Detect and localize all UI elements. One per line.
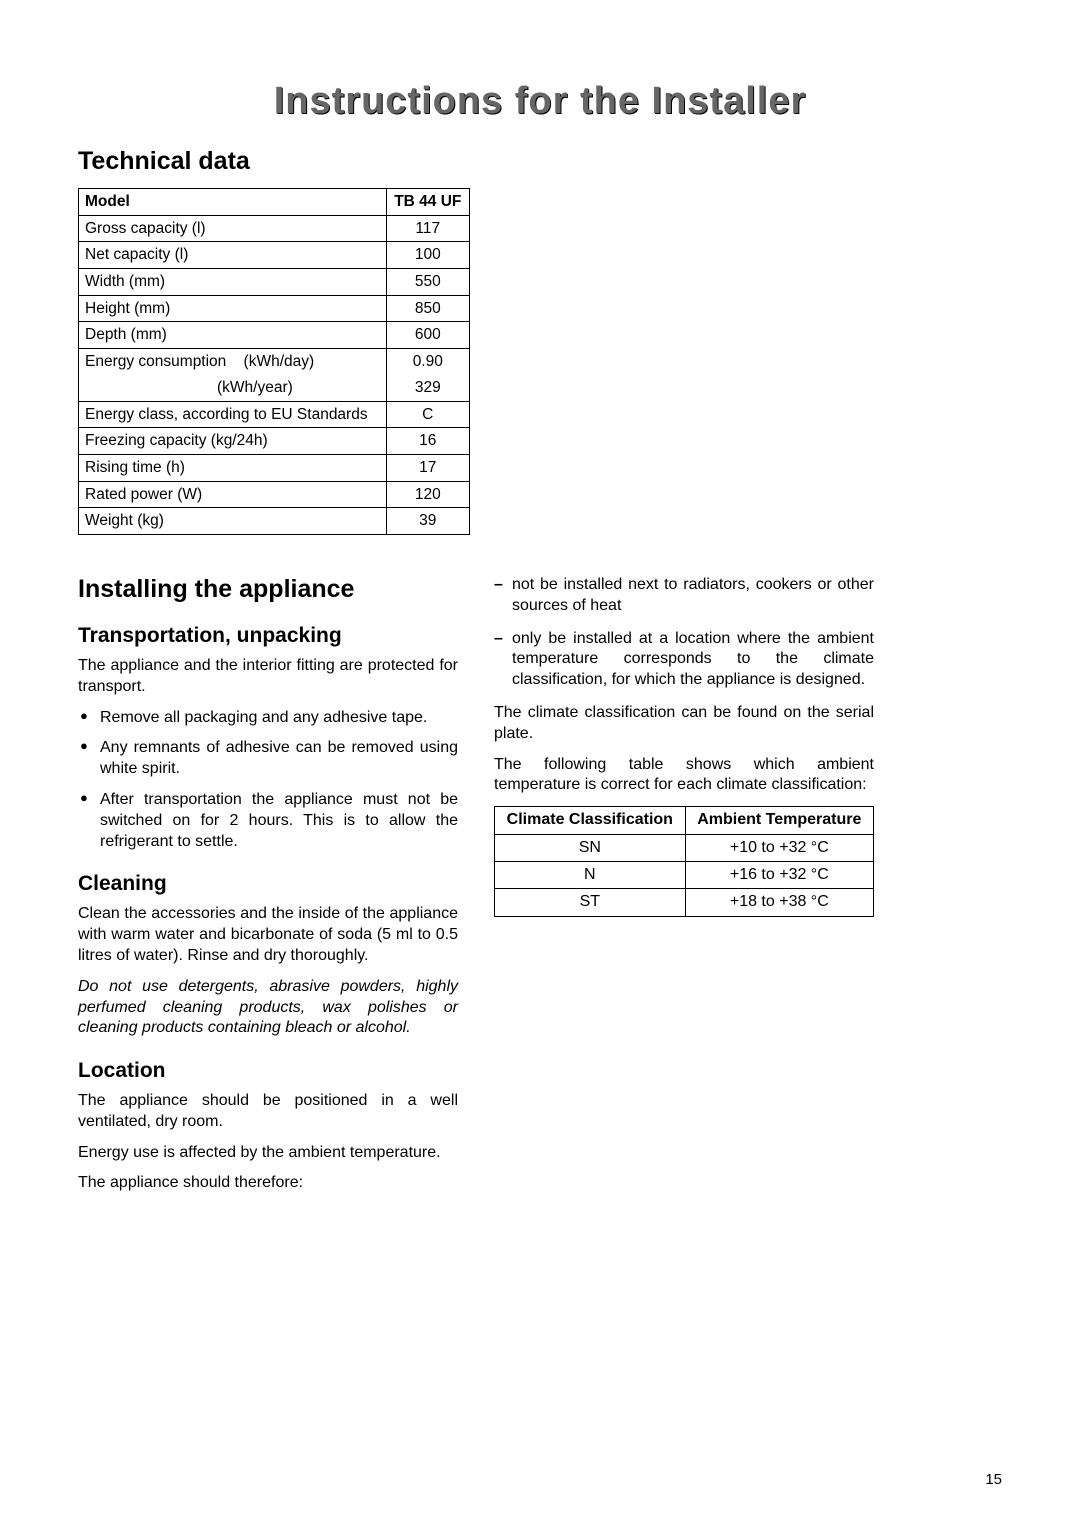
climate-class: ST	[495, 889, 686, 916]
climate-class: SN	[495, 834, 686, 861]
climate-table: Climate Classification Ambient Temperatu…	[494, 806, 874, 917]
climate-text: The climate classification can be found …	[494, 703, 874, 745]
spec-header-model: Model	[79, 189, 387, 216]
spec-label: Net capacity (l)	[79, 242, 387, 269]
climate-temp: +18 to +38 °C	[685, 889, 873, 916]
climate-text: The following table shows which ambient …	[494, 755, 874, 797]
cleaning-heading: Cleaning	[78, 872, 458, 896]
location-text: Energy use is affected by the ambient te…	[78, 1143, 458, 1164]
spec-value: 600	[386, 322, 469, 349]
spec-label: Rising time (h)	[79, 454, 387, 481]
location-list: not be installed next to radiators, cook…	[494, 575, 874, 691]
spec-header-value: TB 44 UF	[386, 189, 469, 216]
list-item: Remove all packaging and any adhesive ta…	[78, 708, 458, 729]
spec-label: Freezing capacity (kg/24h)	[79, 428, 387, 455]
cleaning-warning: Do not use detergents, abrasive powders,…	[78, 977, 458, 1039]
location-text: The appliance should be positioned in a …	[78, 1091, 458, 1133]
transport-heading: Transportation, unpacking	[78, 624, 458, 648]
spec-label: Depth (mm)	[79, 322, 387, 349]
spec-label: Energy class, according to EU Standards	[79, 401, 387, 428]
right-column: not be installed next to radiators, cook…	[494, 575, 874, 1204]
installing-heading: Installing the appliance	[78, 575, 458, 604]
list-item: not be installed next to radiators, cook…	[494, 575, 874, 617]
spec-value: 550	[386, 269, 469, 296]
list-item: only be installed at a location where th…	[494, 629, 874, 691]
climate-header: Ambient Temperature	[685, 807, 873, 834]
spec-value: 117	[386, 215, 469, 242]
transport-text: The appliance and the interior fitting a…	[78, 656, 458, 698]
technical-data-heading: Technical data	[78, 147, 1002, 176]
transport-list: Remove all packaging and any adhesive ta…	[78, 708, 458, 853]
spec-label: Energy consumption (kWh/day)	[79, 349, 387, 375]
page-number: 15	[985, 1471, 1002, 1488]
spec-label: (kWh/year)	[79, 375, 387, 401]
spec-value: 17	[386, 454, 469, 481]
spec-label: Weight (kg)	[79, 508, 387, 535]
climate-class: N	[495, 861, 686, 888]
left-column: Installing the appliance Transportation,…	[78, 575, 458, 1204]
list-item: After transportation the appliance must …	[78, 790, 458, 852]
spec-value: 16	[386, 428, 469, 455]
cleaning-text: Clean the accessories and the inside of …	[78, 904, 458, 966]
spec-label: Rated power (W)	[79, 481, 387, 508]
spec-value: 100	[386, 242, 469, 269]
spec-value: 329	[386, 375, 469, 401]
page-title: Instructions for the Installer	[78, 80, 1002, 123]
technical-data-table: Model TB 44 UF Gross capacity (l)117 Net…	[78, 188, 470, 535]
spec-value: 0.90	[386, 349, 469, 375]
spec-label: Gross capacity (l)	[79, 215, 387, 242]
climate-temp: +10 to +32 °C	[685, 834, 873, 861]
location-text: The appliance should therefore:	[78, 1173, 458, 1194]
location-heading: Location	[78, 1059, 458, 1083]
spec-label: Height (mm)	[79, 295, 387, 322]
spec-value: 39	[386, 508, 469, 535]
spec-label: Width (mm)	[79, 269, 387, 296]
spec-value: C	[386, 401, 469, 428]
climate-header: Climate Classification	[495, 807, 686, 834]
list-item: Any remnants of adhesive can be removed …	[78, 738, 458, 780]
spec-value: 120	[386, 481, 469, 508]
climate-temp: +16 to +32 °C	[685, 861, 873, 888]
spec-value: 850	[386, 295, 469, 322]
